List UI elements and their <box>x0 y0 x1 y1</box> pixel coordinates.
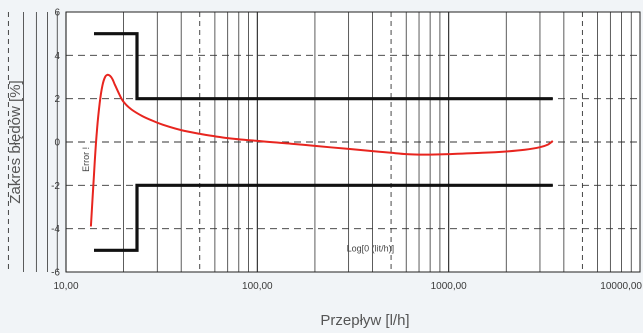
y-tick-label: 2 <box>54 94 60 105</box>
x-tick-label: 10,00 <box>53 281 78 292</box>
plot-frame <box>65 11 641 273</box>
x-tick-label: 10000,00 <box>600 281 642 292</box>
error-curve <box>89 73 554 227</box>
y-tick-label: 0 <box>54 138 60 149</box>
inner-y-label: Error ! <box>81 147 91 172</box>
y-axis-title: Zakres błędów [%] <box>7 80 24 203</box>
tick-labels: 6 4 2 0 -2 -4 -6 10,00 100,00 1000,00 10000,00 <box>51 8 642 293</box>
x-tick-label: 1000,00 <box>431 281 468 292</box>
x-axis-title: Przepływ [l/h] <box>320 312 409 329</box>
error-curve-layer <box>89 73 554 227</box>
grid <box>7 12 640 272</box>
upper-limit-line <box>94 32 553 101</box>
lower-limit-line <box>94 183 553 252</box>
x-tick-label: 100,00 <box>242 281 273 292</box>
y-tick-label: -4 <box>51 224 60 235</box>
limit-lines <box>94 32 553 252</box>
y-tick-label: -6 <box>51 268 60 279</box>
y-tick-label: -2 <box>51 181 60 192</box>
y-tick-label: 6 <box>54 8 60 19</box>
inner-x-label: Log[0 (lit/h)] <box>347 243 395 253</box>
y-tick-label: 4 <box>54 51 60 62</box>
plot-area <box>66 12 640 272</box>
